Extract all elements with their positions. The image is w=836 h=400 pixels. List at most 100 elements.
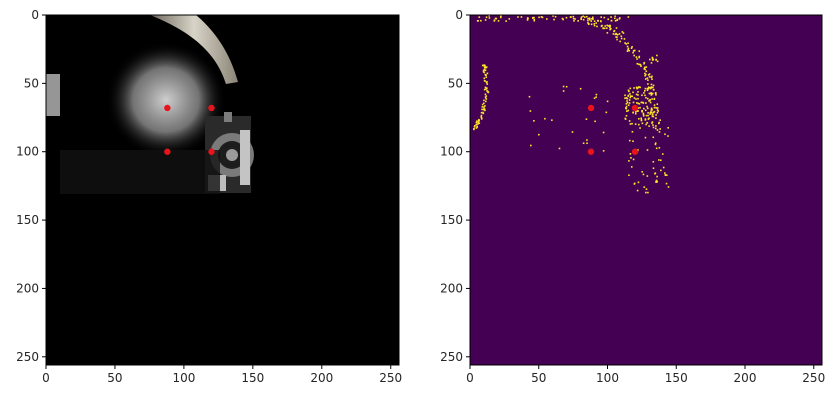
- edge-pixel: [651, 115, 654, 118]
- edge-pixel: [637, 102, 640, 105]
- edge-pixel: [636, 87, 638, 90]
- edge-pixel: [652, 167, 655, 170]
- edge-pixel: [636, 110, 638, 112]
- edge-pixel: [646, 149, 649, 151]
- edge-pixel: [644, 136, 647, 139]
- edge-pixel: [478, 122, 481, 124]
- edge-pixel: [572, 17, 575, 20]
- edge-pixel: [616, 18, 619, 21]
- edge-pixel: [476, 126, 479, 128]
- edge-pixel: [612, 33, 615, 35]
- edge-pixel: [483, 77, 486, 80]
- edge-pixel: [645, 96, 647, 99]
- edge-pixel: [480, 118, 483, 120]
- edge-pixel: [627, 109, 630, 112]
- edge-pixel: [655, 93, 657, 96]
- edge-pixel: [645, 123, 647, 126]
- edge-pixel: [643, 68, 646, 70]
- edge-pixel: [638, 50, 641, 52]
- edge-pixel: [628, 174, 630, 177]
- edge-pixel: [646, 97, 649, 100]
- edge-pixel: [653, 104, 656, 106]
- edge-pixel: [629, 96, 632, 99]
- edge-pixel: [590, 20, 593, 22]
- edge-pixel: [627, 104, 630, 107]
- edge-pixel: [603, 27, 606, 30]
- edge-pixel: [582, 15, 585, 17]
- edge-pixel: [655, 125, 657, 127]
- edge-pixel: [658, 131, 661, 133]
- edge-pixel: [623, 38, 626, 40]
- edge-pixel: [629, 95, 632, 97]
- edge-pixel: [484, 65, 486, 67]
- edge-pixel: [633, 97, 636, 99]
- edge-pixel: [656, 109, 659, 111]
- edge-pixel: [626, 45, 629, 48]
- edge-pixel: [475, 123, 478, 126]
- edge-pixel: [643, 66, 646, 69]
- edge-pixel: [657, 110, 660, 112]
- edge-pixel: [639, 106, 641, 109]
- edge-pixel: [562, 85, 565, 88]
- edge-pixel: [616, 36, 618, 39]
- edge-pixel: [652, 88, 655, 91]
- edge-pixel: [656, 103, 659, 105]
- edge-pixel: [630, 157, 632, 159]
- edge-pixel: [483, 66, 486, 69]
- edge-y-tick-label: 150: [440, 213, 463, 227]
- edge-pixel: [654, 142, 657, 145]
- edge-pixel: [565, 85, 568, 88]
- edge-pixel: [638, 86, 640, 88]
- edge-pixel: [481, 106, 484, 108]
- edge-pixel: [631, 95, 633, 98]
- edge-pixel: [484, 19, 487, 21]
- edge-pixel: [648, 125, 650, 127]
- edge-pixel: [649, 58, 651, 61]
- edge-pixel: [649, 92, 652, 95]
- edge-x-tick-label: 0: [466, 371, 474, 385]
- edge-pixel: [477, 121, 480, 123]
- edge-pixel: [665, 182, 668, 185]
- edge-pixel: [644, 118, 647, 120]
- edge-pixel: [614, 15, 616, 17]
- edge-pixel: [483, 99, 485, 102]
- edge-pixel: [647, 74, 650, 76]
- edge-pixel: [644, 87, 647, 90]
- edge-pixel: [613, 29, 616, 32]
- edge-pixel: [483, 102, 485, 105]
- edge-pixel: [650, 76, 653, 79]
- edge-pixel: [476, 120, 478, 122]
- edge-pixel: [658, 159, 660, 161]
- edge-pixel: [609, 26, 611, 29]
- edge-pixel: [607, 18, 610, 21]
- edge-pixel: [639, 63, 642, 66]
- photo-y-tick-label: 0: [31, 8, 39, 22]
- edge-pixel: [656, 129, 659, 131]
- edge-pixel: [520, 16, 523, 18]
- edge-pixel: [652, 160, 655, 163]
- edge-pixel: [533, 16, 535, 19]
- edge-pixel: [620, 35, 623, 38]
- edge-pixel: [594, 120, 596, 123]
- edge-pixel: [658, 146, 661, 149]
- edge-pixel: [571, 131, 574, 133]
- edge-pixel: [655, 179, 658, 182]
- edge-y-tick-label: 0: [455, 8, 463, 22]
- edge-pixel: [652, 115, 655, 118]
- edge-pixel: [650, 111, 653, 114]
- edge-pixel: [628, 160, 630, 162]
- edge-pixel: [646, 105, 648, 108]
- photo-marker-point: [208, 104, 215, 112]
- edge-pixel: [485, 88, 487, 90]
- edge-pixel: [648, 73, 651, 75]
- edge-pixel: [647, 83, 649, 85]
- edge-pixel: [603, 16, 606, 19]
- edge-pixel: [475, 121, 478, 124]
- edge-pixel: [473, 128, 475, 131]
- edge-pixel: [628, 49, 630, 52]
- edge-pixel: [573, 20, 575, 22]
- edge-pixel: [482, 112, 485, 115]
- edge-pixel: [497, 20, 500, 22]
